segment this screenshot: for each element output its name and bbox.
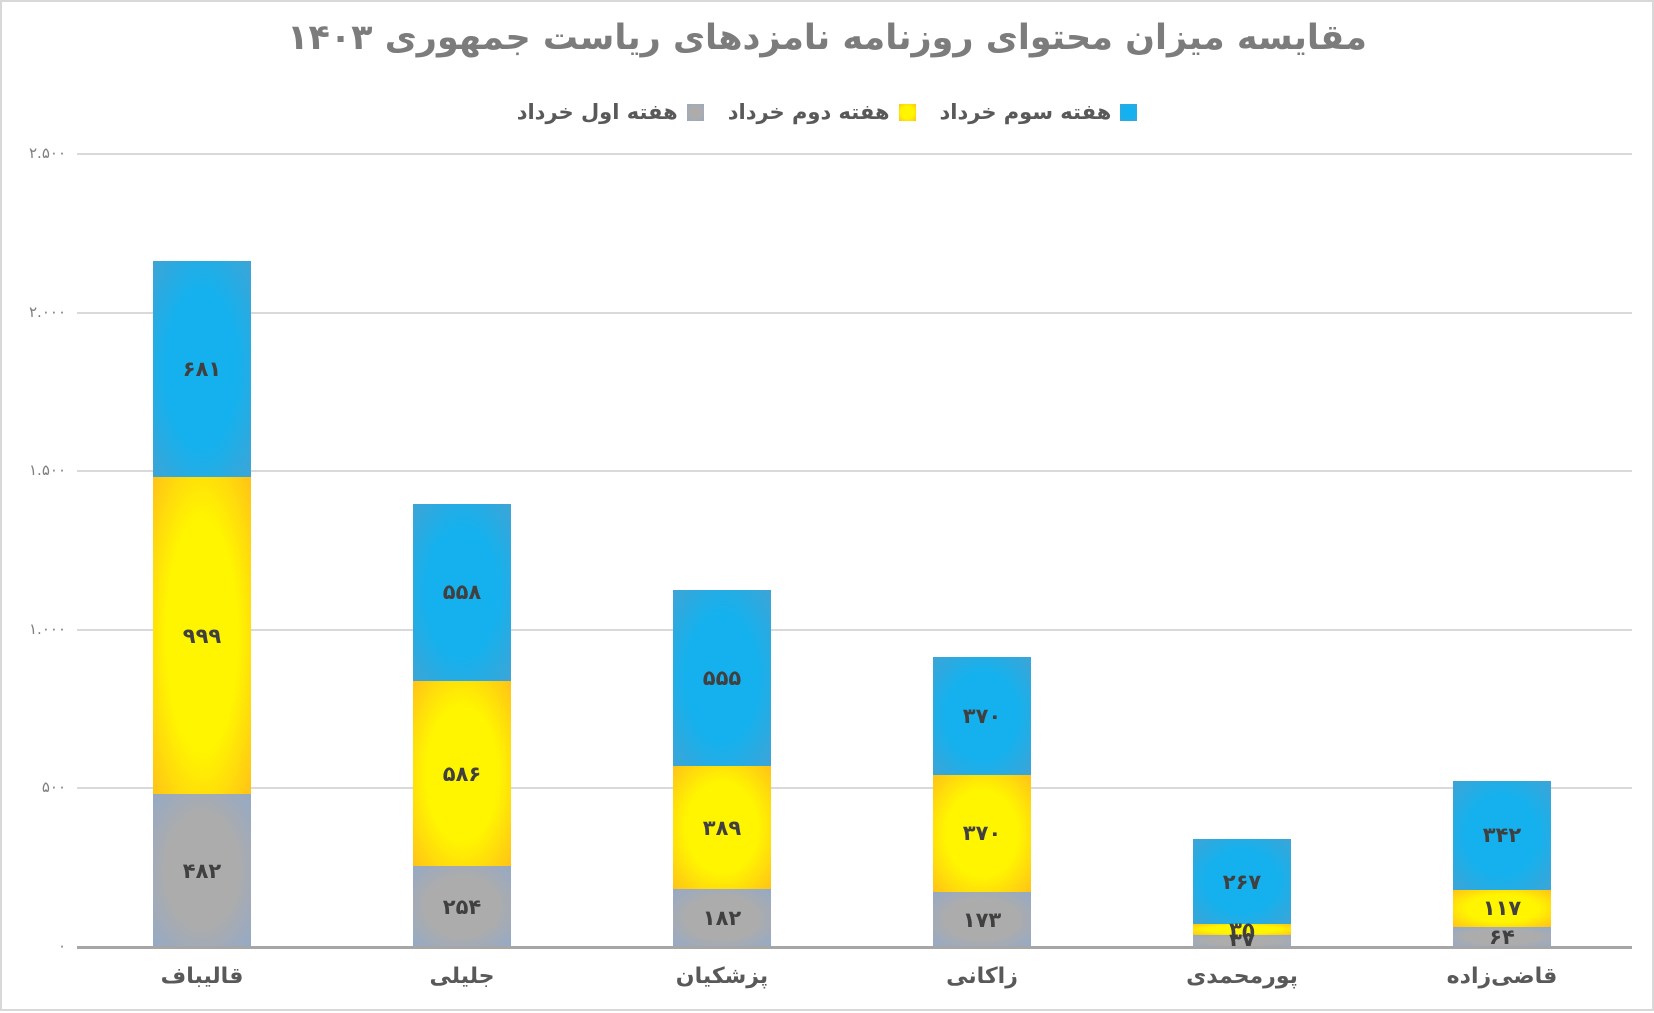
y-tick-label-2500: ۲.۵۰۰ [29, 144, 66, 162]
chart-title: مقایسه میزان محتوای روزنامه نامزدهای ریا… [287, 18, 1367, 58]
bar-2: ۲۵۴ ۵۸۶ ۵۵۸ [413, 503, 511, 947]
value-label: ۱۸۲ [702, 906, 742, 931]
bar-2-segment-blue: ۵۵۸ [413, 503, 511, 681]
value-label: ۵۵۸ [442, 580, 482, 605]
value-label: ۲۶۷ [1222, 869, 1262, 894]
axis-baseline [77, 946, 1632, 949]
y-tick-label-2000: ۲.۰۰۰ [29, 302, 66, 321]
bar-3-segment-yellow: ۳۸۹ [673, 765, 771, 890]
plot-area: ۴۸۲ ۹۹۹ ۶۸۱ ۲۵۴ ۵۸۶ ۵۵۸ ۱۸۲ ۳۸۹ ۵۵۵ ۱۷۳ ۳۷۰ ۳۷۰ ۳۷ ۳۵… [77, 153, 1632, 953]
value-label: ۱۱۷ [1482, 896, 1522, 921]
bar-4-segment-gray: ۱۷۳ [933, 892, 1031, 947]
category-label-1: قالیباف [160, 964, 244, 989]
value-label: ۳۷۰ [962, 821, 1002, 846]
bar-5-segment-gray: ۳۷ [1193, 929, 1291, 953]
bar-5-segment-blue: ۲۶۷ [1193, 839, 1291, 925]
bar-3-segment-gray: ۱۸۲ [673, 889, 771, 947]
legend-swatch-blue-icon [1120, 103, 1138, 121]
gridline-2000 [77, 311, 1632, 314]
bar-3-segment-blue: ۵۵۵ [673, 589, 771, 766]
bar-1: ۴۸۲ ۹۹۹ ۶۸۱ [153, 261, 251, 947]
gridline-2500 [77, 153, 1632, 155]
bar-4-segment-blue: ۳۷۰ [933, 657, 1031, 775]
y-tick-label-1500: ۱.۵۰۰ [29, 461, 66, 480]
value-label: ۹۹۹ [182, 623, 222, 648]
y-tick-label-500: ۵۰۰ [41, 778, 66, 797]
legend-label-week2: هفته دوم خرداد [727, 100, 890, 124]
value-label: ۴۸۲ [182, 858, 222, 883]
bar-4-segment-yellow: ۳۷۰ [933, 774, 1031, 893]
value-label: ۳۴۲ [1482, 823, 1522, 848]
bar-2-segment-yellow: ۵۸۶ [413, 680, 511, 867]
y-tick-label-0: ۰ [57, 937, 66, 955]
bar-6: ۶۴ ۱۱۷ ۳۴۲ [1453, 781, 1551, 949]
category-label-6: قاضی‌زاده [1446, 964, 1558, 989]
x-axis: قالیباف جلیلی پزشکیان زاکانی پورمحمدی قاضی‌زا… [2, 964, 1654, 1004]
value-label: ۱۷۳ [962, 907, 1002, 932]
value-label: ۵۸۶ [442, 761, 482, 786]
category-label-3: پزشکیان [675, 964, 769, 989]
value-label: ۵۵۵ [702, 665, 742, 690]
bar-5: ۳۷ ۳۵ ۲۶۷ [1193, 839, 1291, 953]
legend-label-week3: هفته سوم خرداد [939, 100, 1112, 124]
legend-label-week1: هفته اول خرداد [516, 100, 678, 124]
bar-5-segment-yellow: ۳۵ [1193, 918, 1291, 942]
value-label: ۶۴ [1489, 924, 1515, 949]
bar-2-segment-gray: ۲۵۴ [413, 866, 511, 947]
legend-item-week2: هفته دوم خرداد [728, 100, 916, 124]
bar-4: ۱۷۳ ۳۷۰ ۳۷۰ [933, 657, 1031, 947]
gridline-1000 [77, 628, 1632, 631]
bar-1-segment-blue: ۶۸۱ [153, 261, 251, 478]
y-tick-label-1000: ۱.۰۰۰ [29, 619, 66, 638]
value-label: ۳۷ [1229, 929, 1255, 954]
category-label-2: جلیلی [429, 964, 495, 989]
category-label-5: پورمحمدی [1186, 964, 1298, 989]
category-label-4: زاکانی [946, 964, 1018, 989]
gridline-500 [77, 787, 1632, 790]
bar-6-segment-gray: ۶۴ [1453, 924, 1551, 949]
value-label: ۳۷۰ [962, 704, 1002, 729]
y-axis: ۲.۵۰۰ ۲.۰۰۰ ۱.۵۰۰ ۱.۰۰۰ ۵۰۰ ۰ [2, 2, 66, 1013]
value-label: ۳۸۹ [702, 815, 742, 840]
bar-6-segment-blue: ۳۴۲ [1453, 781, 1551, 890]
legend-item-week3: هفته سوم خرداد [940, 100, 1138, 124]
bar-1-segment-gray: ۴۸۲ [153, 794, 251, 947]
legend-swatch-yellow-icon [898, 103, 916, 121]
legend-item-week1: هفته اول خرداد [517, 100, 704, 124]
value-label: ۶۸۱ [182, 357, 222, 382]
value-label: ۲۵۴ [442, 894, 482, 919]
value-label: ۳۵ [1229, 917, 1255, 942]
bar-3: ۱۸۲ ۳۸۹ ۵۵۵ [673, 589, 771, 947]
chart-legend: هفته اول خرداد هفته دوم خرداد هفته سوم خ… [2, 100, 1652, 124]
gridline-1500 [77, 470, 1632, 473]
bar-6-segment-yellow: ۱۱۷ [1453, 889, 1551, 927]
legend-swatch-gray-icon [686, 103, 704, 121]
bar-1-segment-yellow: ۹۹۹ [153, 477, 251, 795]
